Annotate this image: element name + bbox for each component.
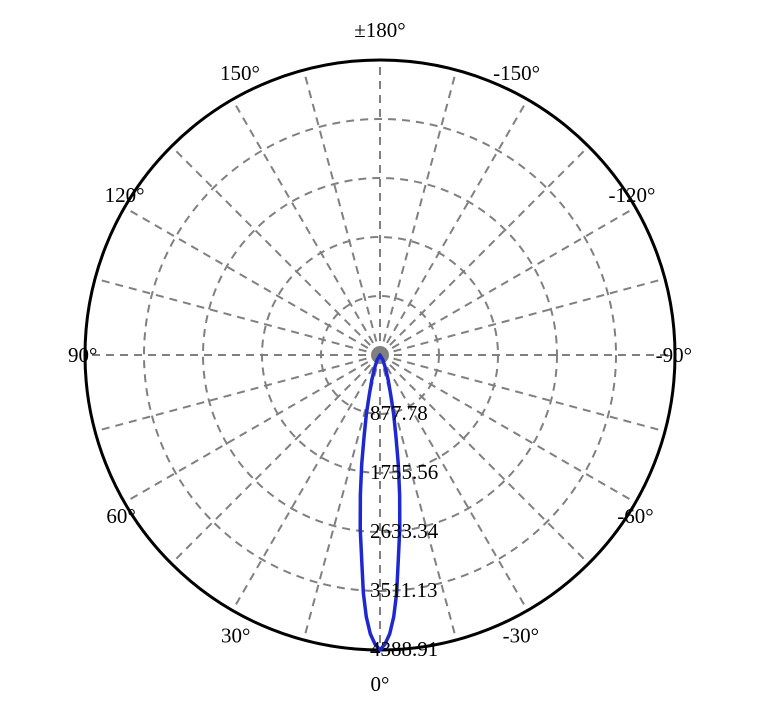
angle-tick-label: 0° [371,672,390,696]
radial-tick-label: 877.78 [370,401,428,425]
radial-tick-label: 4388.91 [370,637,438,661]
angle-tick-label: -90° [656,343,692,367]
angle-tick-label: -150° [493,61,540,85]
grid-spoke [125,208,380,356]
angle-tick-label: 120° [105,183,145,207]
grid-spoke [95,279,380,355]
angle-tick-label: 30° [221,623,250,647]
grid-spoke [95,355,380,431]
radial-tick-label: 1755.56 [370,460,438,484]
angle-tick-label: 150° [220,61,260,85]
grid-spoke [380,146,589,355]
grid-spoke [233,100,381,355]
grid-spoke [125,355,380,503]
angle-tick-label: -60° [617,504,653,528]
grid-spoke [304,70,380,355]
angle-tick-label: -120° [608,183,655,207]
grid-spoke [380,100,528,355]
radial-tick-label: 2633.34 [370,519,439,543]
grid-spoke [171,146,380,355]
angle-tick-label: -30° [503,623,539,647]
polar-chart: 877.78 1755.56 2633.34 3511.13 4388.91 ±180°… [0,0,760,710]
grid-spoke [171,355,380,564]
radial-tick-label: 3511.13 [370,578,437,602]
angle-tick-label: 60° [106,504,135,528]
grid-spoke [380,208,635,356]
angle-tick-label: 90° [68,343,97,367]
grid-spoke [233,355,381,610]
angle-tick-label: ±180° [354,18,405,42]
grid-spoke [380,70,456,355]
grid-spoke [380,279,665,355]
